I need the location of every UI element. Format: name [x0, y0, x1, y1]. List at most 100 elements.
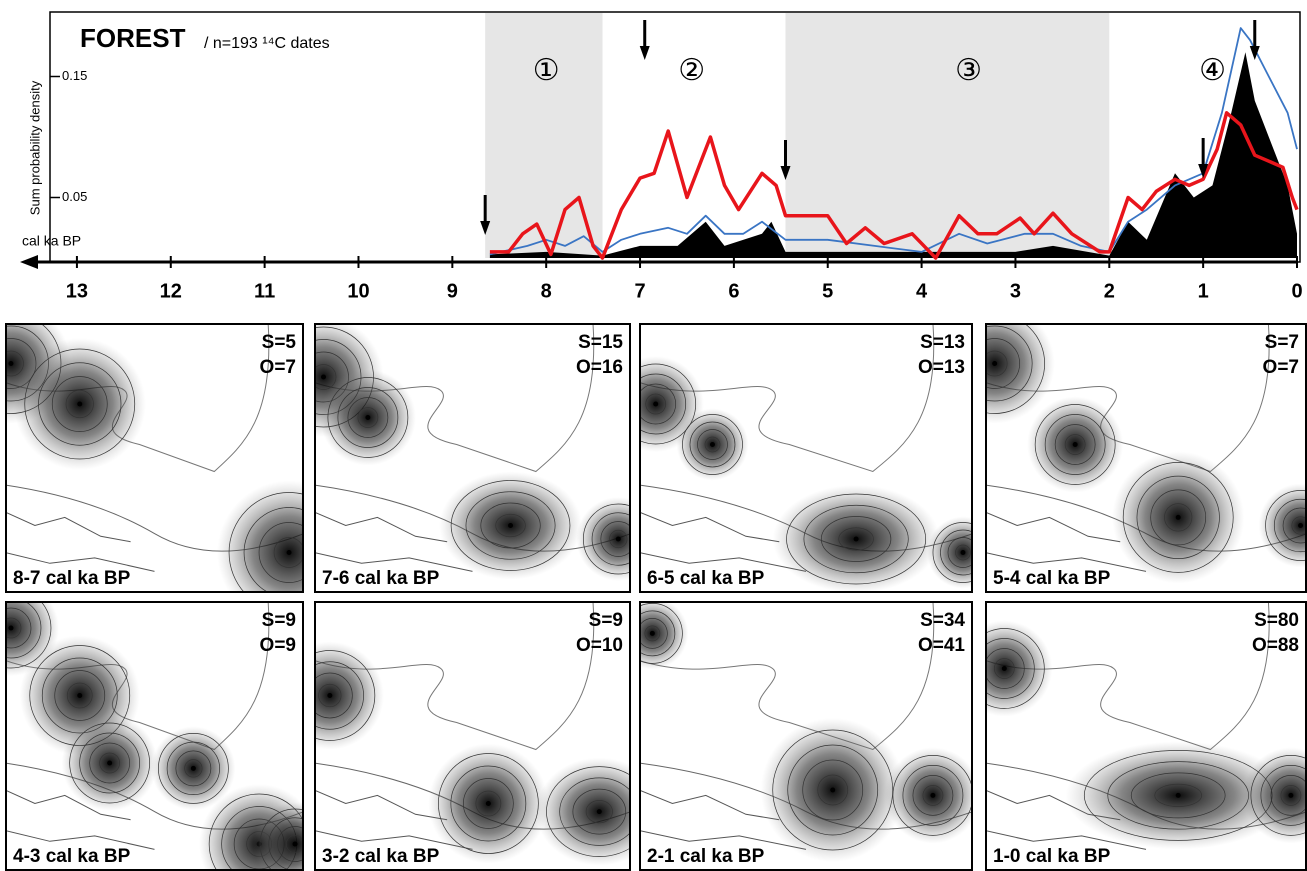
islands	[985, 511, 1147, 572]
density-contour	[985, 638, 1035, 699]
panel-label: 3-2 cal ka BP	[322, 846, 440, 867]
density-contour	[51, 376, 108, 432]
density-contour	[337, 387, 399, 448]
density-contour	[327, 377, 409, 458]
density-contour	[65, 389, 94, 419]
map-content	[5, 323, 304, 593]
coastline	[985, 601, 1270, 751]
density-contour	[985, 648, 1025, 689]
density-contour	[228, 492, 304, 593]
y-tick-label: 0.05	[62, 189, 87, 204]
density-line	[489, 27, 1298, 256]
density-contour	[985, 325, 1033, 402]
coastline	[639, 323, 935, 473]
site-dot	[77, 693, 83, 698]
density-contour	[639, 618, 668, 649]
site-dot	[485, 801, 491, 806]
density-contour	[5, 601, 52, 669]
density-contour	[184, 759, 203, 778]
site-dot	[960, 550, 966, 555]
density-contour	[639, 610, 676, 657]
site-dot	[596, 809, 602, 815]
arrow-head	[639, 46, 650, 60]
density-contour	[582, 503, 631, 575]
density-contour	[1291, 516, 1307, 535]
panel-s: S=13	[920, 332, 965, 353]
map-content	[985, 323, 1307, 593]
density-contour	[5, 350, 24, 377]
period-label: ④	[1199, 53, 1226, 88]
density-contour	[1260, 765, 1307, 826]
panel-o: O=16	[576, 357, 623, 378]
islands	[639, 511, 807, 572]
site-dot	[77, 401, 83, 407]
x-tick-label: 6	[728, 280, 739, 302]
density-blob	[314, 641, 384, 750]
panel-o: O=7	[1263, 357, 1299, 378]
density-contour	[802, 759, 864, 821]
density-contour	[1044, 414, 1106, 475]
density-contour	[1064, 434, 1086, 455]
panel-label: 2-1 cal ka BP	[647, 846, 765, 867]
map-panel: 7-6 cal ka BP S=15 O=16	[314, 323, 631, 593]
density-blob	[253, 802, 304, 871]
x-tick-label: 13	[66, 280, 88, 302]
density-contour	[273, 537, 304, 568]
panel-s: S=5	[262, 332, 297, 353]
site-dot	[709, 442, 715, 447]
density-contour	[1250, 755, 1307, 836]
density-contour	[572, 788, 627, 835]
panel-frame	[314, 601, 631, 871]
x-tick-label: 7	[634, 280, 645, 302]
islands	[5, 511, 155, 572]
density-contour	[318, 683, 342, 708]
site-dot	[1175, 792, 1181, 798]
density-contour	[1034, 404, 1116, 485]
density-contour	[985, 628, 1045, 709]
site-dot	[508, 523, 514, 528]
density-contour	[314, 672, 353, 719]
density-contour	[1136, 475, 1220, 560]
density-contour	[1270, 775, 1307, 816]
density-contour	[463, 778, 514, 829]
density-contour	[208, 793, 304, 871]
site-dot	[321, 374, 327, 380]
density-contour	[1265, 490, 1307, 561]
density-contour	[1280, 785, 1302, 806]
density-contour	[704, 436, 721, 453]
map-panel: 8-7 cal ka BP S=5 O=7	[5, 323, 304, 593]
density-contour	[932, 522, 973, 583]
x-axis-label: cal ka BP	[22, 233, 81, 249]
density-contour	[450, 765, 527, 842]
panel-frame	[5, 323, 304, 593]
density-blob	[985, 620, 1053, 717]
site-dot	[853, 536, 859, 542]
density-contour	[787, 744, 879, 836]
density-contour	[1282, 507, 1307, 544]
map-content	[639, 323, 973, 593]
x-tick-label: 12	[160, 280, 182, 302]
density-contour	[99, 752, 121, 774]
map-panel: 1-0 cal ka BP S=80 O=88	[985, 601, 1307, 871]
density-contour	[480, 502, 541, 549]
density-contour	[314, 364, 337, 390]
panel-o: O=10	[576, 635, 623, 656]
site-dot	[1001, 666, 1007, 671]
density-contour	[450, 480, 571, 571]
density-contour	[609, 529, 628, 549]
density-contour	[639, 363, 697, 445]
density-contour	[559, 777, 631, 846]
period-label: ②	[678, 53, 705, 88]
x-tick-label: 9	[447, 280, 458, 302]
density-contour	[902, 765, 964, 826]
arrow-head	[1249, 46, 1260, 60]
panel-label: 1-0 cal ka BP	[993, 846, 1111, 867]
x-tick-label: 11	[254, 280, 275, 302]
y-axis-label: Sum probability density	[27, 80, 42, 215]
map-panel: 4-3 cal ka BP S=9 O=9	[5, 601, 304, 871]
period-label: ①	[533, 53, 560, 88]
density-line	[489, 111, 1299, 260]
density-contour	[985, 323, 1045, 414]
map-panel: 2-1 cal ka BP S=34 O=41	[639, 601, 973, 871]
density-contour	[639, 603, 683, 664]
